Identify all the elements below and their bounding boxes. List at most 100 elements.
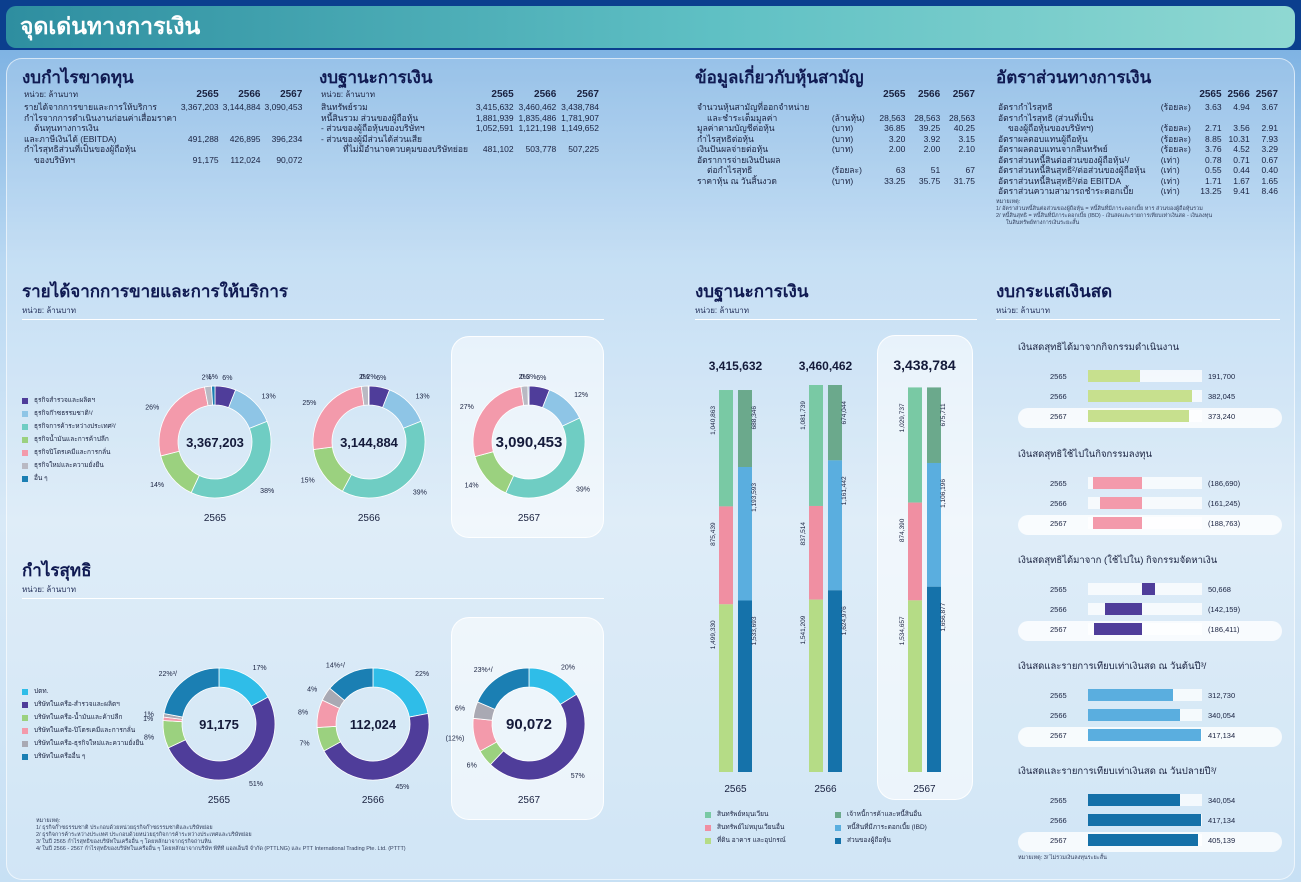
- row-value: 2.00: [888, 144, 906, 154]
- segment-label: 1,161,442: [841, 476, 848, 505]
- slice-label: 6%: [536, 375, 546, 382]
- segment-label: 675,711: [940, 403, 947, 426]
- table-row: และภาษีเงินได้ (EBITDA) 491,288 426,895 396…: [22, 134, 304, 145]
- row-label: ต้นทุนทางการเงิน: [34, 123, 99, 133]
- segment-label: 1,534,657: [899, 616, 906, 645]
- slice-label: 1%: [208, 374, 218, 381]
- slice-label: 0.2%: [361, 374, 377, 381]
- table-row: ที่ไม่มีอำนาจควบคุมของบริษัทย่อย 481,102 5…: [319, 144, 601, 155]
- income-statement-section: งบกำไรขาดทุน หน่วย: ล้านบาท 2565 2566 2567 ร…: [22, 68, 304, 165]
- row-value: 13.25: [1200, 186, 1222, 196]
- row-value: 3,090,453: [264, 102, 303, 112]
- legend-item: ธุรกิจการค้าระหว่างประเทศ²/: [22, 420, 162, 433]
- year-label: 2567: [1050, 625, 1067, 634]
- year-label: 2565: [1050, 585, 1067, 594]
- bar-value: 312,730: [1208, 691, 1236, 700]
- row-value: 481,102: [482, 144, 514, 154]
- row-value: 3.56: [1233, 123, 1250, 133]
- row-value: 28,563: [949, 112, 975, 123]
- legend-label: บริษัทในเครือ-น้ำมันและค้าปลีก: [34, 714, 123, 721]
- legend-item: บริษัทในเครือ-ธุรกิจใหม่และความยั่งยืน: [22, 737, 162, 750]
- profit-note: 2/ ธุรกิจการค้าระหว่างประเทศ ประกอบด้วยห…: [36, 832, 252, 838]
- row-value: 1.67: [1233, 175, 1250, 186]
- legend-item: บริษัทในเครือ-สำรวจและผลิตฯ: [22, 698, 162, 711]
- segment-label: 875,439: [710, 522, 717, 546]
- row-label: - ส่วนของผู้มีส่วนได้ส่วนเสีย: [321, 133, 423, 144]
- row-value: 112,024: [230, 154, 261, 165]
- year-header: 2565: [491, 89, 514, 100]
- revenue-legend: ธุรกิจสำรวจและผลิตฯ ธุรกิจก๊าซธรรมชาติ¹/ธ…: [22, 394, 162, 485]
- slice-label: 6%: [376, 375, 386, 382]
- stack-segment: [738, 390, 752, 467]
- row-label: ต่อกำไรสุทธิ: [707, 165, 753, 175]
- stack-segment: [809, 385, 823, 506]
- table-row: มูลค่าตามบัญชีต่อหุ้น (บาท) 36.85 39.25 40.2…: [695, 123, 977, 134]
- table-row: อัตราผลตอบแทนผู้ถือหุ้น (ร้อยละ) 8.85 10.31…: [996, 134, 1280, 145]
- stack-segment: [719, 604, 733, 772]
- year-header: 2566: [238, 89, 261, 100]
- stack-segment: [809, 599, 823, 772]
- balance-chart-unit: หน่วย: ล้านบาท: [695, 306, 750, 315]
- row-label: และภาษีเงินได้ (EBITDA): [24, 133, 117, 144]
- slice-label: 38%: [260, 488, 274, 495]
- row-value: 36.85: [884, 123, 906, 133]
- year-header: 2565: [1199, 89, 1222, 100]
- donut-chart: 17% 51% 8% 1%1% 22%³/91,175 2565: [143, 665, 276, 806]
- bar-value: (186,411): [1208, 625, 1240, 634]
- legend-item: ธุรกิจปิโตรเคมีและการกลั่น: [22, 446, 162, 459]
- table-row: อัตราการจ่ายเงินปันผล: [695, 155, 977, 166]
- legend-swatch: [705, 811, 711, 818]
- cashflow-unit: หน่วย: ล้านบาท: [996, 306, 1051, 315]
- row-value: 91,175: [192, 154, 219, 165]
- donut-slice: [323, 713, 430, 781]
- row-value: 90,072: [276, 154, 303, 165]
- ratio-note: 2/ หนี้สินสุทธิ = หนี้สินที่มีภาระดอกเบี…: [996, 212, 1213, 219]
- stack-total: 3,460,462: [799, 359, 853, 373]
- slice-label: 14%: [465, 483, 479, 490]
- legend-item: หนี้สินที่มีภาระดอกเบี้ย (IBD): [835, 821, 975, 834]
- legend-item: ธุรกิจสำรวจและผลิตฯ: [22, 394, 162, 407]
- legend-label: ธุรกิจการค้าระหว่างประเทศ²/: [34, 423, 116, 430]
- row-value: 0.67: [1261, 154, 1278, 165]
- segment-label: 874,390: [899, 518, 906, 542]
- year-label: 2566: [1050, 499, 1067, 508]
- row-label: มูลค่าตามบัญชีต่อหุ้น: [697, 123, 775, 133]
- table-row: ของผู้ถือหุ้นของบริษัทฯ) (ร้อยละ) 2.71 3.56…: [996, 123, 1280, 134]
- bar-value: 382,045: [1208, 392, 1236, 401]
- year-label: 2565: [1050, 691, 1067, 700]
- cashflow-bar: [1088, 410, 1190, 422]
- income-statement-title: งบกำไรขาดทุน: [22, 68, 134, 87]
- row-value: 3.20: [888, 133, 906, 144]
- slice-label: 51%: [249, 781, 263, 788]
- bar-value: 405,139: [1208, 836, 1236, 845]
- divider: [996, 319, 1280, 320]
- row-label: กำไรจากการดำเนินงานก่อนค่าเสื่อมราคา: [24, 112, 177, 123]
- table-row: อัตรากำไรสุทธิ (ส่วนที่เป็น: [996, 113, 1280, 124]
- cashflow-bar: [1093, 623, 1142, 635]
- row-unit: (เท่า): [1160, 186, 1180, 196]
- row-value: 3,415,632: [475, 102, 514, 112]
- slice-label: 6%: [467, 762, 477, 769]
- row-value: 491,288: [187, 133, 219, 144]
- row-value: 0.55: [1205, 165, 1222, 175]
- segment-label: 1,499,330: [710, 620, 717, 649]
- cashflow-bar: [1088, 794, 1181, 806]
- legend-item: บริษัทในเครืออื่น ๆ: [22, 750, 162, 763]
- cashflow-bar: [1088, 709, 1181, 721]
- table-row: หนี้สินรวม ส่วนของผู้ถือหุ้น 1,881,939 1,8…: [319, 113, 601, 124]
- legend-label: บริษัทในเครือ-ปิโตรเคมีและการกลั่น: [34, 727, 136, 734]
- ratio-note: ในสินทรัพย์ทางการเงินระยะสั้น: [1006, 219, 1080, 226]
- legend-swatch: [22, 688, 28, 695]
- year-header: 2566: [1227, 89, 1250, 100]
- legend-item: สินทรัพย์ไม่หมุนเวียนอื่น: [705, 821, 835, 834]
- stack-segment: [908, 600, 922, 772]
- year-label: 2567: [1050, 731, 1067, 740]
- table-row: ของบริษัทฯ 91,175 112,024 90,072: [22, 155, 304, 166]
- year-label: 2566: [358, 513, 381, 524]
- bar-value: (142,159): [1208, 605, 1241, 614]
- legend-swatch: [22, 462, 28, 469]
- stack-segment: [738, 600, 752, 772]
- row-value: 1.71: [1205, 175, 1222, 186]
- legend-swatch: [22, 397, 28, 404]
